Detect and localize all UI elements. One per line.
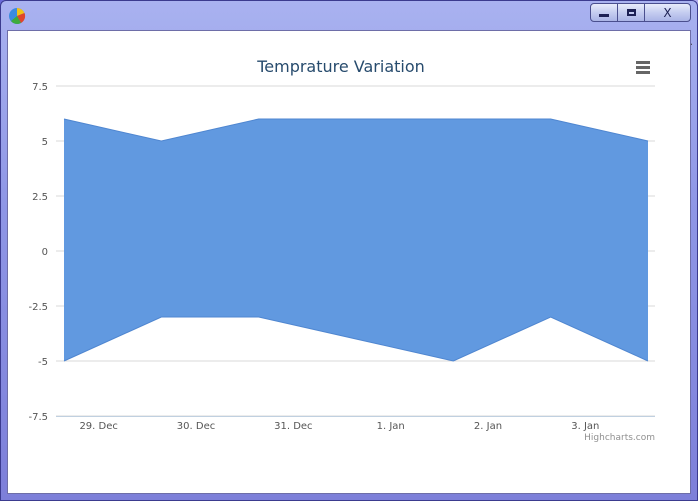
- y-tick-label: 0: [42, 247, 48, 258]
- x-tick-label: 29. Dec: [79, 421, 117, 432]
- credits-link[interactable]: Highcharts.com: [584, 433, 655, 443]
- close-button[interactable]: X: [644, 3, 691, 22]
- area-range-fill: [64, 119, 648, 361]
- x-tick-label: 30. Dec: [177, 421, 215, 432]
- hamburger-menu-icon[interactable]: [636, 61, 650, 75]
- close-icon: X: [663, 5, 672, 20]
- minimize-button[interactable]: [590, 3, 618, 22]
- y-tick-label: 7.5: [32, 82, 48, 93]
- y-tick-label: 2.5: [32, 192, 48, 203]
- minimize-icon: [599, 14, 609, 17]
- y-tick-label: -5: [38, 357, 48, 368]
- x-tick-label: 31. Dec: [274, 421, 312, 432]
- x-tick-label: 2. Jan: [474, 421, 502, 432]
- x-tick-label: 1. Jan: [377, 421, 405, 432]
- y-tick-label: 5: [42, 137, 48, 148]
- x-tick-label: 3. Jan: [571, 421, 599, 432]
- maximize-icon: [626, 9, 636, 16]
- y-tick-label: -7.5: [28, 412, 48, 423]
- y-tick-label: -2.5: [28, 302, 48, 313]
- title-bar[interactable]: X: [1, 1, 697, 31]
- chart-title: Temprature Variation: [257, 57, 425, 76]
- pie-chart-app-icon: [9, 7, 26, 24]
